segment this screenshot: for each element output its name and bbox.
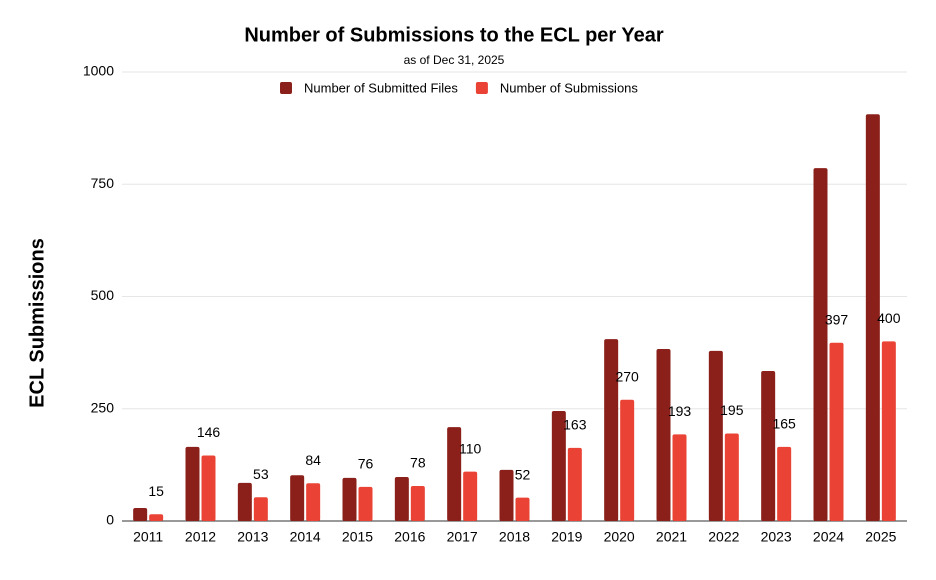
- data-label: 400: [877, 310, 901, 326]
- y-tick-label: 1000: [83, 63, 114, 79]
- x-tick-label: 2015: [342, 529, 373, 545]
- data-label: 163: [563, 417, 587, 433]
- legend-label: Number of Submitted Files: [304, 80, 458, 95]
- bar: [342, 477, 357, 521]
- data-label: 76: [358, 456, 374, 472]
- bar: [306, 483, 321, 521]
- data-label: 270: [615, 368, 639, 384]
- bar: [515, 497, 530, 521]
- bar: [829, 342, 844, 521]
- x-tick-label: 2024: [813, 529, 844, 545]
- bar: [881, 341, 896, 521]
- y-tick-label: 250: [91, 399, 115, 415]
- bar: [604, 339, 619, 521]
- y-tick-label: 0: [106, 512, 114, 528]
- x-tick-label: 2013: [237, 529, 268, 545]
- bar: [865, 114, 880, 522]
- x-tick-label: 2020: [604, 529, 635, 545]
- data-label: 84: [305, 452, 321, 468]
- legend-label: Number of Submissions: [500, 80, 638, 95]
- bar: [410, 485, 425, 521]
- bar: [499, 469, 514, 521]
- data-label: 165: [772, 416, 796, 432]
- data-label: 52: [515, 466, 531, 482]
- bar: [201, 455, 216, 521]
- x-tick-label: 2018: [499, 529, 530, 545]
- bar: [358, 486, 373, 521]
- chart-title: Number of Submissions to the ECL per Yea…: [244, 24, 664, 46]
- x-tick-label: 2023: [761, 529, 792, 545]
- bar: [777, 446, 792, 521]
- bar: [447, 427, 462, 521]
- legend-swatch: [280, 82, 292, 94]
- bar: [813, 168, 828, 521]
- y-tick-label: 750: [91, 175, 115, 191]
- bar: [394, 476, 409, 521]
- bar: [708, 350, 723, 521]
- x-tick-label: 2019: [551, 529, 582, 545]
- x-tick-label: 2021: [656, 529, 687, 545]
- y-axis-label: ECL Submissions: [26, 238, 48, 408]
- bar: [133, 507, 148, 521]
- bar: [237, 482, 252, 521]
- bar: [149, 514, 164, 521]
- bar: [620, 399, 635, 521]
- x-tick-label: 2014: [290, 529, 321, 545]
- y-tick-label: 500: [91, 287, 115, 303]
- data-label: 397: [825, 311, 849, 327]
- x-tick-label: 2011: [133, 529, 163, 545]
- x-tick-label: 2022: [708, 529, 739, 545]
- bar: [567, 447, 582, 521]
- bar: [656, 349, 671, 521]
- data-label: 146: [197, 424, 221, 440]
- bar: [463, 471, 478, 521]
- data-label: 78: [410, 455, 426, 471]
- bar: [761, 371, 776, 521]
- legend-swatch: [475, 82, 488, 94]
- data-label: 53: [253, 466, 269, 482]
- bar: [185, 446, 200, 521]
- data-label: 110: [459, 440, 482, 456]
- bar: [253, 497, 268, 521]
- x-tick-label: 2025: [865, 529, 896, 545]
- data-label: 195: [720, 402, 744, 418]
- x-tick-label: 2016: [394, 529, 425, 545]
- data-label: 15: [148, 483, 164, 499]
- data-label: 193: [668, 403, 692, 419]
- bar: [672, 434, 687, 521]
- bar: [290, 475, 305, 521]
- x-tick-label: 2017: [447, 529, 478, 545]
- bar: [551, 410, 566, 521]
- x-tick-label: 2012: [185, 529, 216, 545]
- bar: [724, 433, 739, 521]
- chart-subtitle: as of Dec 31, 2025: [404, 53, 505, 67]
